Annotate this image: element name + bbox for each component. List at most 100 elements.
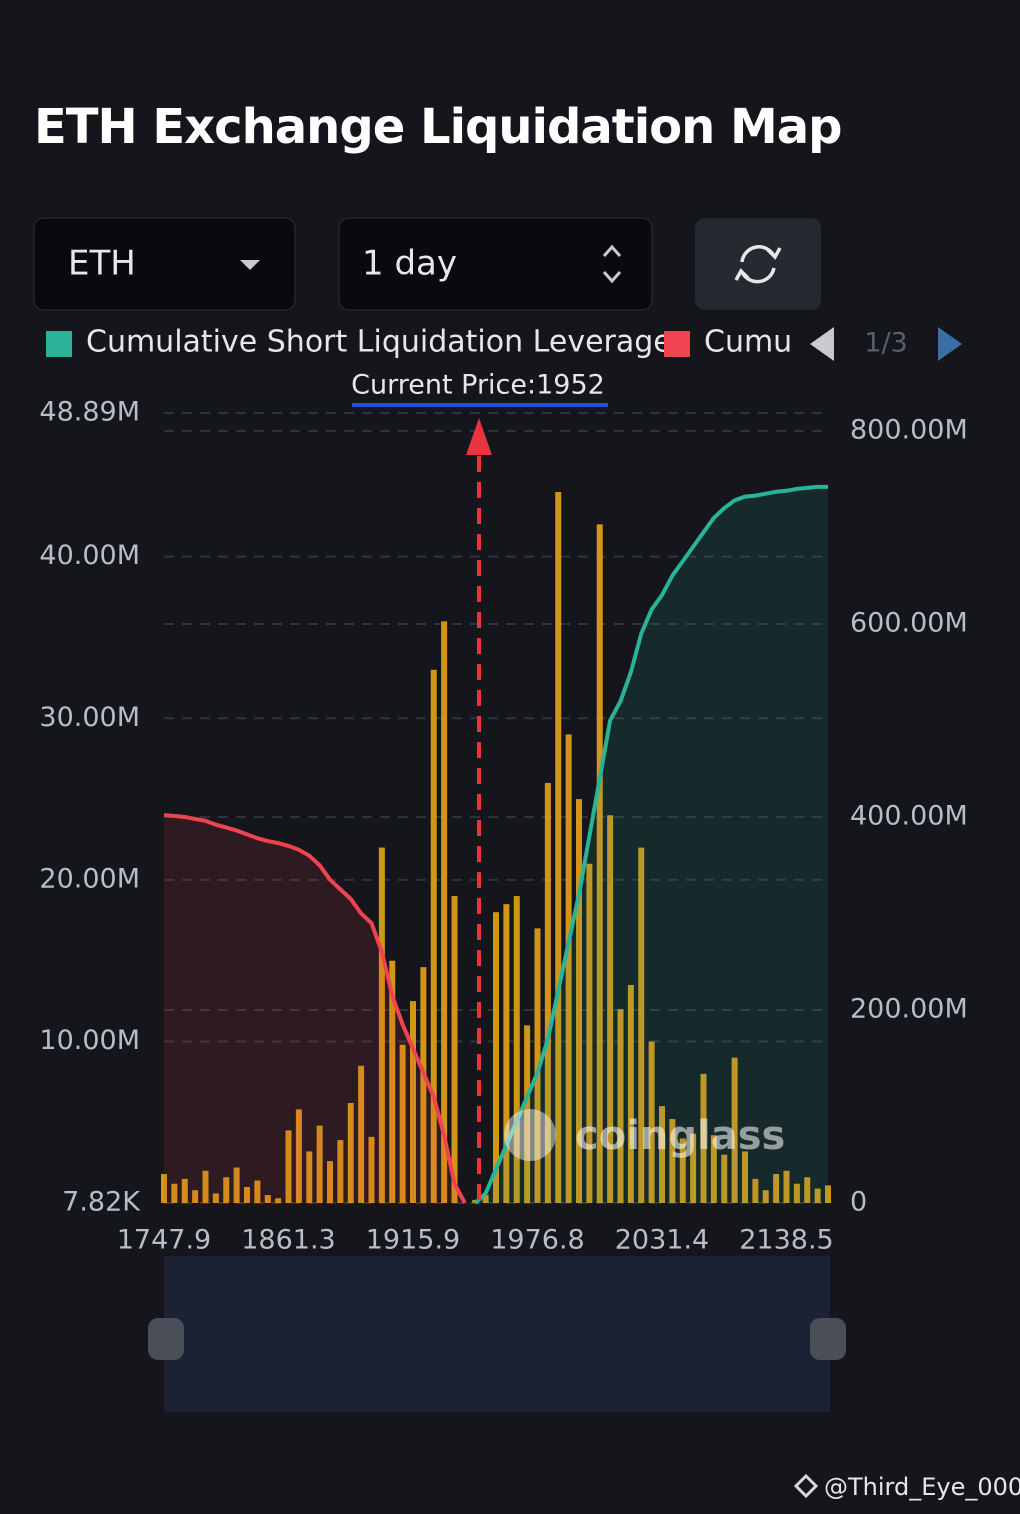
bar	[700, 1073, 707, 1203]
bar	[316, 1125, 323, 1203]
bar	[161, 1174, 167, 1203]
bar	[607, 815, 614, 1203]
current-price-arrow	[466, 418, 492, 455]
legend-swatch	[664, 331, 690, 357]
bar	[513, 896, 520, 1203]
bar	[710, 1135, 717, 1203]
period-value[interactable]: 1 day	[362, 244, 457, 284]
select-box[interactable]	[33, 217, 296, 311]
pager-next[interactable]	[938, 327, 962, 361]
refresh-button[interactable]	[695, 218, 821, 310]
bar	[347, 1102, 354, 1203]
bar	[430, 669, 437, 1203]
slider-handle-left[interactable]	[148, 1318, 184, 1360]
bar	[410, 1001, 416, 1203]
bar	[503, 904, 510, 1203]
bar	[223, 1177, 230, 1203]
y-tick-label: 30.00M	[39, 702, 140, 733]
x-tick-label: 2031.4	[615, 1225, 709, 1256]
period-select[interactable]: 1 day	[338, 217, 653, 311]
bar	[285, 1130, 292, 1203]
bar	[378, 847, 385, 1203]
pager-prev[interactable]	[810, 327, 834, 361]
bar	[638, 847, 645, 1203]
y2-tick-label: 400.00M	[850, 800, 968, 831]
bar	[202, 1170, 209, 1203]
title: ETH Exchange Liquidation Map	[34, 99, 842, 155]
cumulative-area	[164, 815, 465, 1203]
current-price-label: Current Price:1952	[351, 370, 605, 401]
x-tick-label: 1915.9	[366, 1225, 460, 1256]
bar	[264, 1195, 271, 1203]
coin-select[interactable]: ETH	[33, 217, 296, 311]
bar	[399, 1044, 406, 1203]
watermark-logo	[504, 1109, 556, 1161]
bar	[306, 1151, 313, 1203]
bar	[534, 928, 541, 1203]
bar	[337, 1140, 344, 1203]
button-bg[interactable]	[695, 218, 821, 310]
pager-text: 1/3	[864, 328, 907, 359]
legend-label: Cumu	[704, 325, 792, 360]
cumulative-line	[163, 813, 467, 1204]
bar	[690, 1133, 697, 1203]
bar	[825, 1185, 831, 1203]
select-box[interactable]	[338, 217, 653, 311]
bar	[565, 734, 572, 1203]
bar	[659, 1106, 665, 1203]
y-tick-label: 7.82K	[62, 1187, 141, 1218]
bar	[181, 1178, 188, 1203]
bar	[669, 1119, 676, 1203]
bar	[721, 1154, 728, 1203]
bar	[617, 1009, 624, 1203]
bar	[804, 1177, 811, 1203]
bar	[244, 1186, 250, 1203]
refresh-icon	[734, 245, 782, 284]
bar	[773, 1174, 780, 1203]
y-tick-label: 10.00M	[39, 1025, 140, 1056]
x-tick-label: 1861.3	[241, 1225, 335, 1256]
bar	[679, 1138, 686, 1203]
bar	[233, 1167, 240, 1203]
bar	[368, 1136, 375, 1203]
bar	[783, 1170, 790, 1203]
zoom-slider[interactable]	[164, 1256, 830, 1412]
bar	[358, 1065, 365, 1203]
bar	[192, 1190, 199, 1203]
plot: 7.82K 10.00M 20.00M 30.00M 40.00M 48.89M 0 200.…	[39, 397, 967, 1256]
y2-tick-label: 800.00M	[850, 414, 968, 445]
dropdown-caret	[240, 260, 260, 270]
legend: Cumulative Short Liquidation Leverage Cum…	[46, 325, 792, 360]
bar	[295, 1109, 302, 1203]
bar	[731, 1057, 738, 1203]
y2-tick-label: 200.00M	[850, 993, 968, 1024]
coin-value[interactable]: ETH	[68, 244, 136, 284]
bar	[212, 1193, 219, 1203]
x-tick-label: 1976.8	[490, 1225, 584, 1256]
y-tick-label: 48.89M	[39, 397, 140, 428]
bar	[171, 1183, 178, 1203]
bar	[420, 967, 427, 1203]
bar	[793, 1183, 800, 1203]
bar	[389, 960, 396, 1203]
cumulative-area	[475, 486, 828, 1203]
y2-tick-label: 0	[850, 1187, 867, 1218]
slider-handle-right[interactable]	[810, 1318, 846, 1360]
bar	[327, 1161, 333, 1203]
bar	[752, 1178, 759, 1203]
bar	[627, 984, 634, 1203]
y2-tick-label: 600.00M	[850, 607, 968, 638]
bar	[596, 524, 603, 1203]
x-tick-label: 2138.5	[739, 1225, 833, 1256]
bar	[275, 1198, 282, 1203]
bar	[493, 912, 499, 1203]
lines	[163, 484, 828, 1205]
credit: @Third_Eye_000	[824, 1473, 1020, 1501]
x-tick-label: 1747.9	[117, 1225, 211, 1256]
bar	[254, 1180, 261, 1203]
bar	[555, 492, 562, 1203]
bar	[524, 1025, 531, 1203]
bar	[576, 799, 582, 1203]
bar	[441, 621, 448, 1203]
